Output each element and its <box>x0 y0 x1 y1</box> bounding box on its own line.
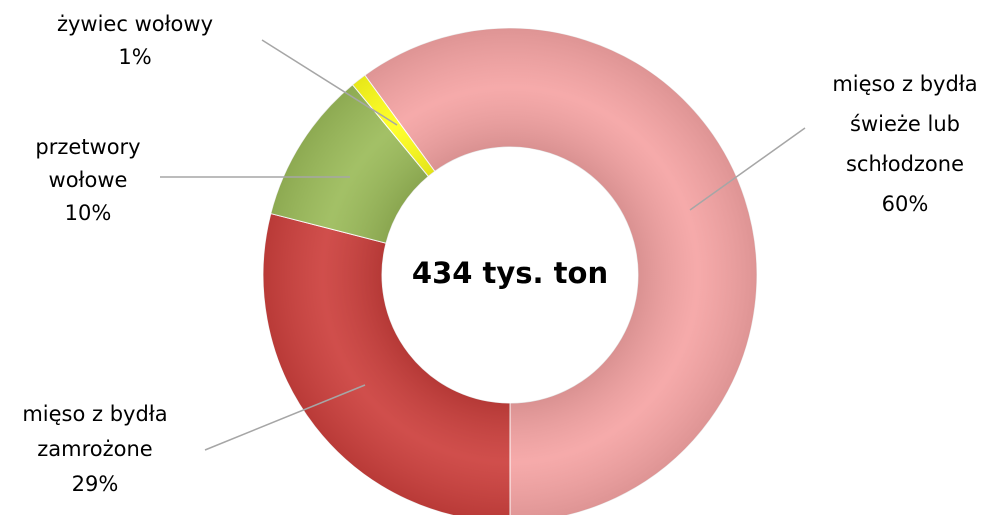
value-label: 10% <box>65 201 112 225</box>
slice-label: mięso z bydła <box>22 402 167 426</box>
slice-label: przetwory <box>35 135 140 159</box>
slice-label: schłodzone <box>846 152 964 176</box>
leader-line <box>204 384 366 451</box>
slices <box>262 27 758 519</box>
leader-line <box>261 39 398 126</box>
slice-shade <box>263 213 510 519</box>
slice-shade <box>352 75 435 177</box>
slice-shade <box>270 84 429 244</box>
center-label: 434 tys. ton <box>412 256 608 290</box>
slice-label: żywiec wołowy <box>57 12 213 36</box>
slice-label: zamrożone <box>37 437 152 461</box>
value-label: 1% <box>118 45 151 69</box>
slice-label: mięso z bydła <box>832 72 977 96</box>
slice-label: wołowe <box>49 168 128 192</box>
value-label: 60% <box>882 192 929 216</box>
value-label: 29% <box>72 472 119 496</box>
slice-shade <box>364 28 757 519</box>
slice-label: świeże lub <box>850 112 960 136</box>
leader-line <box>689 127 806 211</box>
